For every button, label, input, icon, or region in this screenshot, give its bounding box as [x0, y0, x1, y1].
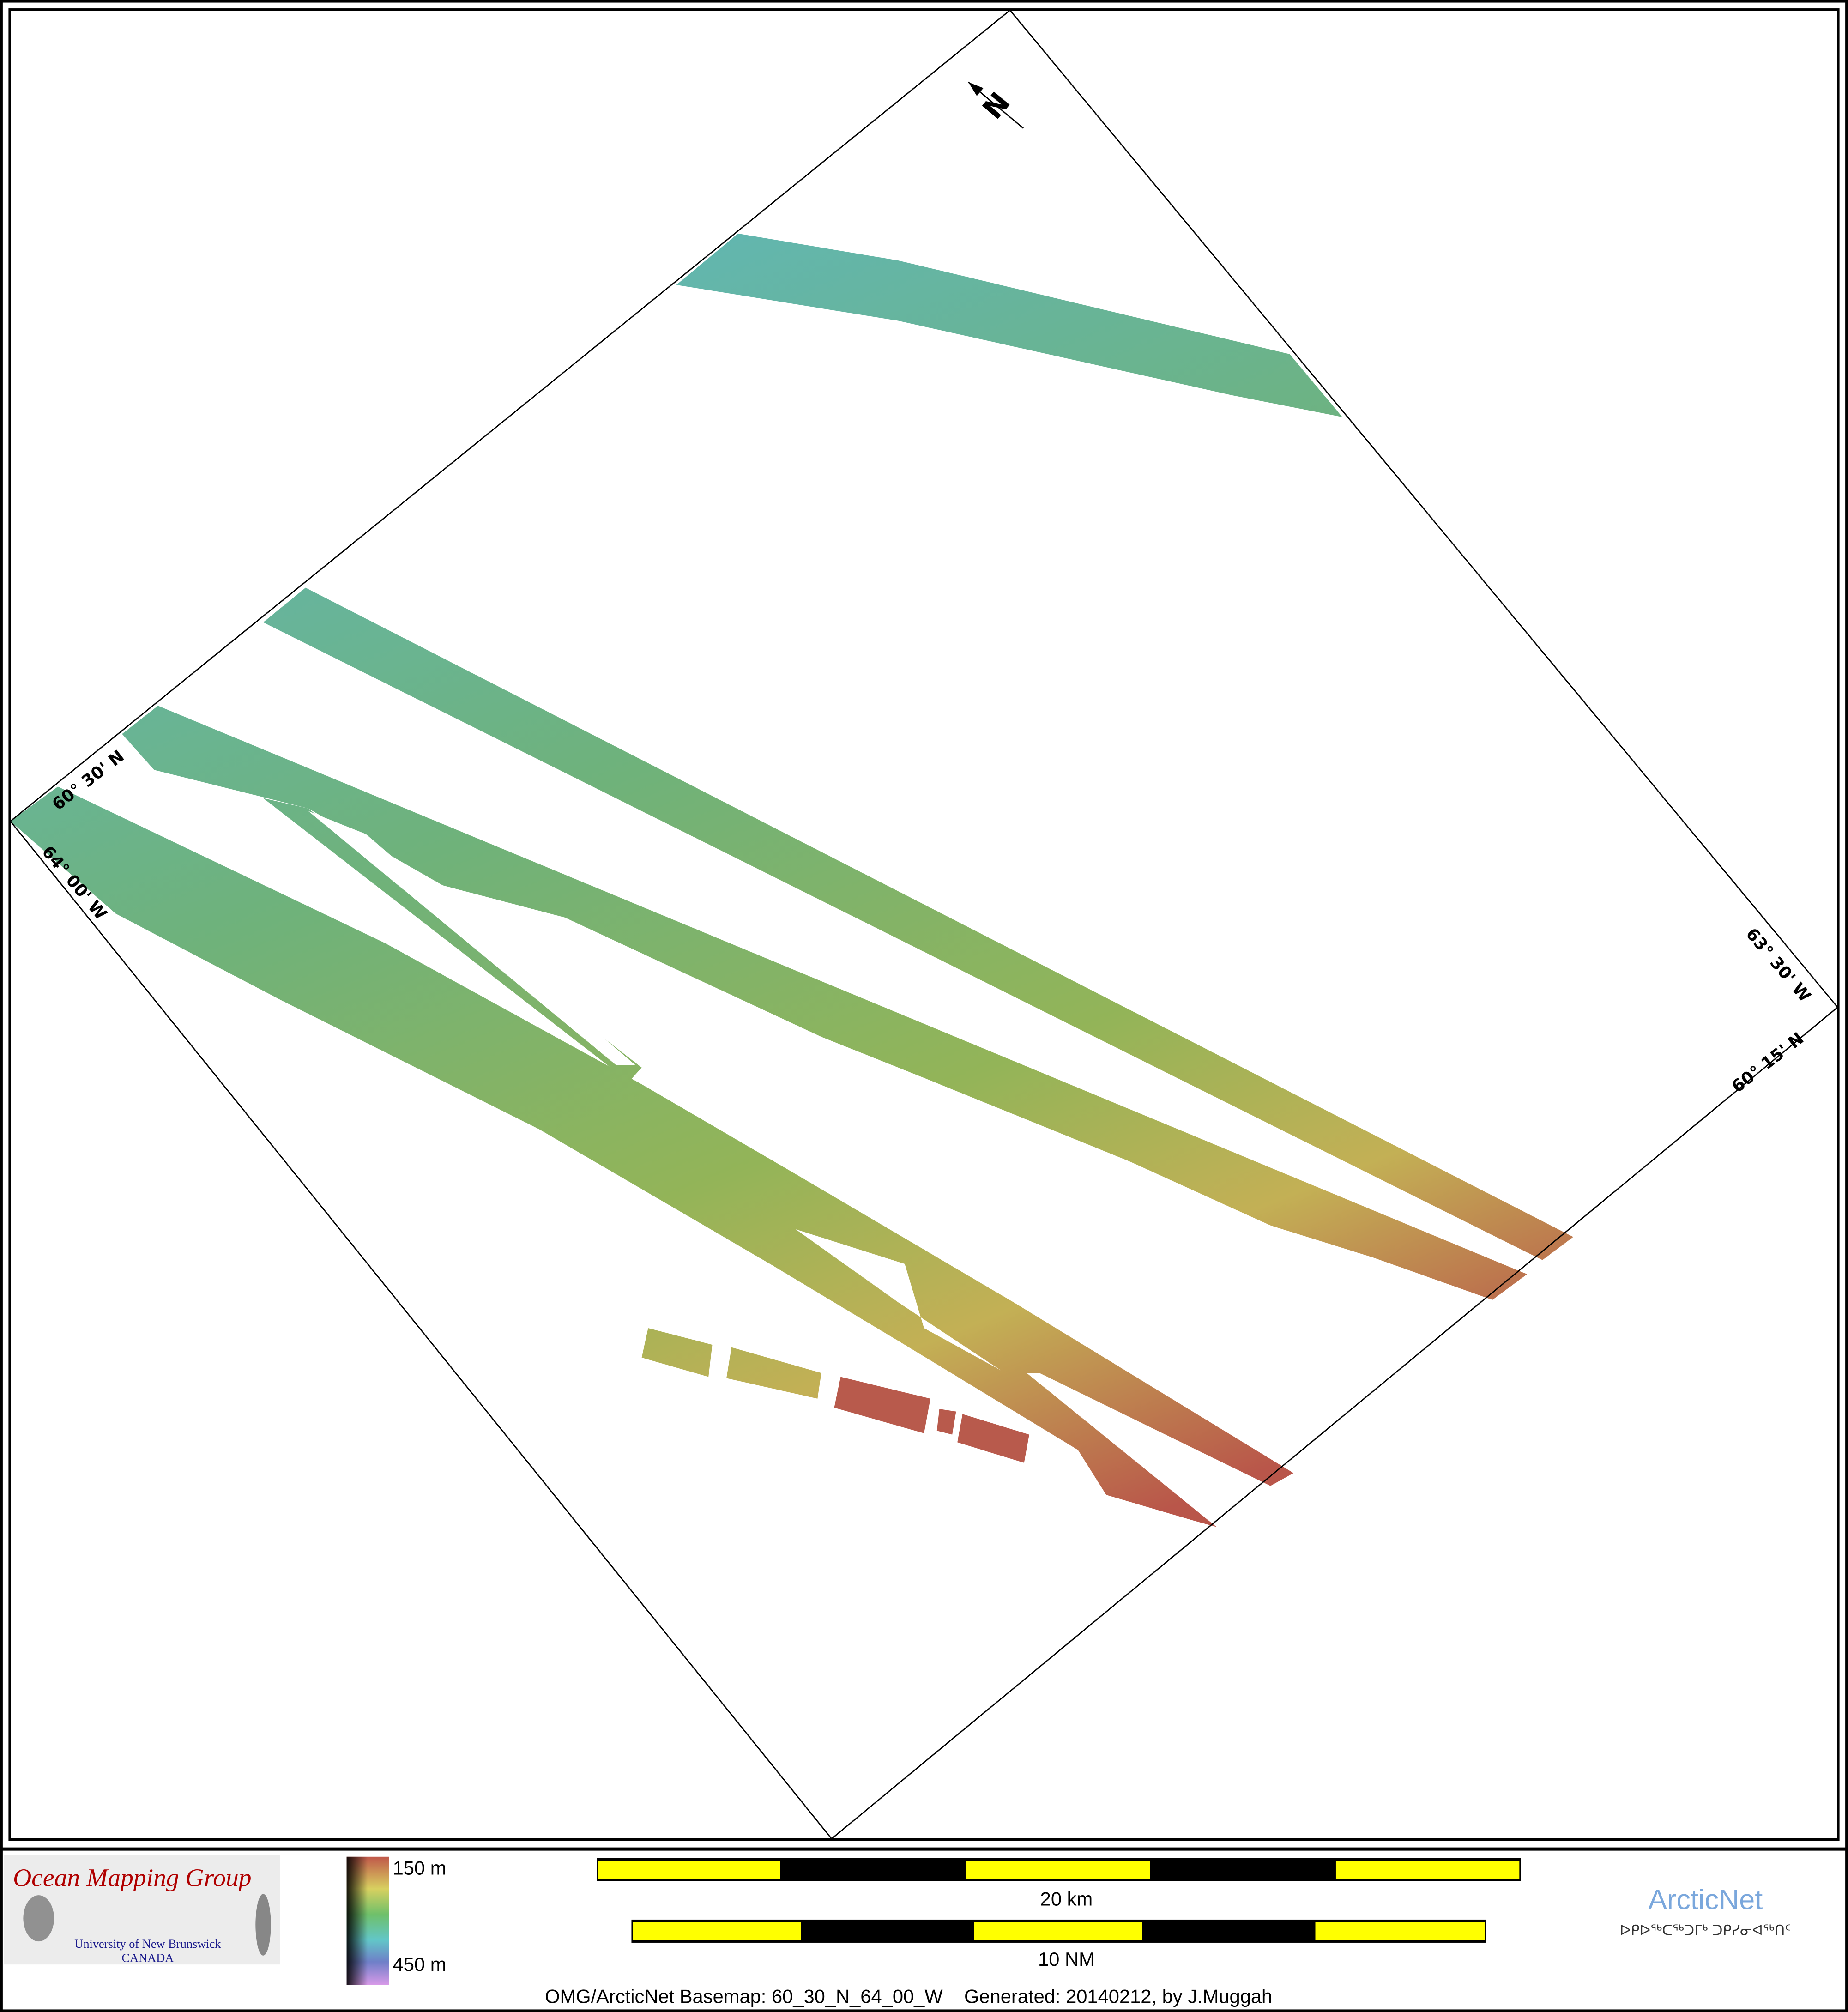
fragment-4 — [936, 1409, 956, 1435]
arcticnet-title: ArcticNet — [1648, 1884, 1763, 1915]
colorbar-top-label: 150 m — [393, 1857, 447, 1879]
scalebar-km-label: 20 km — [1040, 1888, 1093, 1909]
lat-label-bottom-right: 60° 15' N — [1728, 1028, 1807, 1097]
swath-1 — [676, 233, 1342, 417]
swath-3 — [122, 706, 1527, 1300]
swath-2 — [263, 587, 1574, 1260]
scalebar-km: 20 km — [597, 1858, 1521, 1909]
fragment-1 — [641, 1328, 713, 1377]
north-arrow: N — [968, 81, 1024, 129]
fragment-5 — [957, 1414, 1029, 1463]
depth-colorbar: 150 m 450 m — [346, 1856, 447, 1985]
colorbar-bottom-label: 450 m — [393, 1953, 447, 1975]
swath-5 — [10, 786, 1294, 1527]
north-arrow-head — [968, 82, 984, 96]
north-arrow-label: N — [976, 86, 1016, 126]
scalebar-nm-label: 10 NM — [1038, 1948, 1095, 1970]
fragment-3 — [834, 1377, 930, 1433]
unb-line: University of New Brunswick — [74, 1937, 221, 1951]
data-gaps — [308, 811, 1001, 1371]
map-frame — [8, 8, 1840, 1841]
omg-title: Ocean Mapping Group — [13, 1864, 251, 1892]
arcticnet-logo: ArcticNet ᐅᑭᐅᖅᑕᖅᑐᒥᒃ ᑐᑭᓯᓂᐊᖅᑎᑦ — [1620, 1884, 1791, 1939]
arcticnet-syllabics: ᐅᑭᐅᖅᑕᖅᑐᒥᒃ ᑐᑭᓯᓂᐊᖅᑎᑦ — [1620, 1922, 1791, 1939]
scalebar-nm: 10 NM — [631, 1919, 1486, 1970]
map-caption: OMG/ArcticNet Basemap: 60_30_N_64_00_W G… — [545, 1986, 1272, 2007]
swath-4-inner — [263, 798, 642, 1082]
fragment-2 — [726, 1347, 821, 1399]
graticule-frame — [9, 9, 1839, 1840]
unb-country: CANADA — [121, 1951, 174, 1965]
bathymetry-swaths — [10, 233, 1574, 1527]
omg-logo: Ocean Mapping Group University of New Br… — [4, 1855, 280, 1965]
